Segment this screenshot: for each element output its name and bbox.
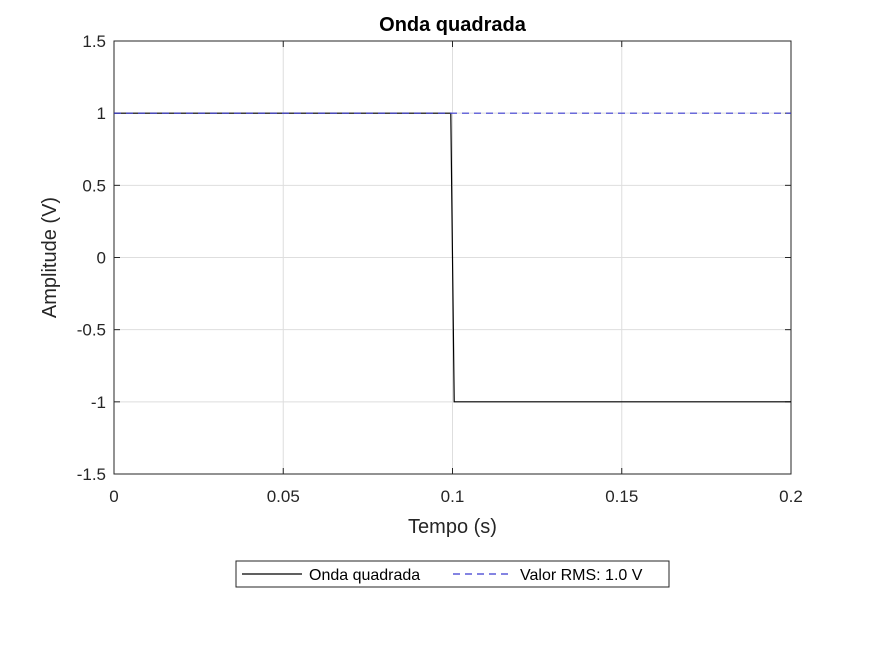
chart-title: Onda quadrada	[379, 14, 527, 36]
x-tick-label: 0	[109, 487, 118, 506]
x-tick-label: 0.15	[605, 487, 638, 506]
legend: Onda quadrada Valor RMS: 1.0 V	[235, 560, 670, 588]
y-tick-label: 1	[97, 104, 106, 123]
x-tick-label: 0.2	[779, 487, 803, 506]
y-tick-label: -1.5	[77, 465, 106, 484]
y-tick-label: 1.5	[82, 32, 106, 51]
y-tick-label: 0	[97, 249, 106, 268]
y-tick-label: 0.5	[82, 176, 106, 195]
x-axis-label: Tempo (s)	[408, 516, 497, 538]
legend-label-onda-quadrada: Onda quadrada	[309, 567, 420, 584]
x-tick-label: 0.05	[267, 487, 300, 506]
legend-label-valor-rms: Valor RMS: 1.0 V	[520, 567, 643, 584]
legend-box	[235, 560, 670, 588]
series	[114, 112, 791, 403]
y-tick-label: -0.5	[77, 321, 106, 340]
x-tick-label: 0.1	[441, 487, 465, 506]
ticks: 0 0.05 0.1 0.15 0.2 -1.5 -1 -0.5 0 0.5 1 1.5	[77, 32, 803, 506]
y-tick-label: -1	[91, 393, 106, 412]
y-axis-label: Amplitude (V)	[39, 197, 61, 318]
